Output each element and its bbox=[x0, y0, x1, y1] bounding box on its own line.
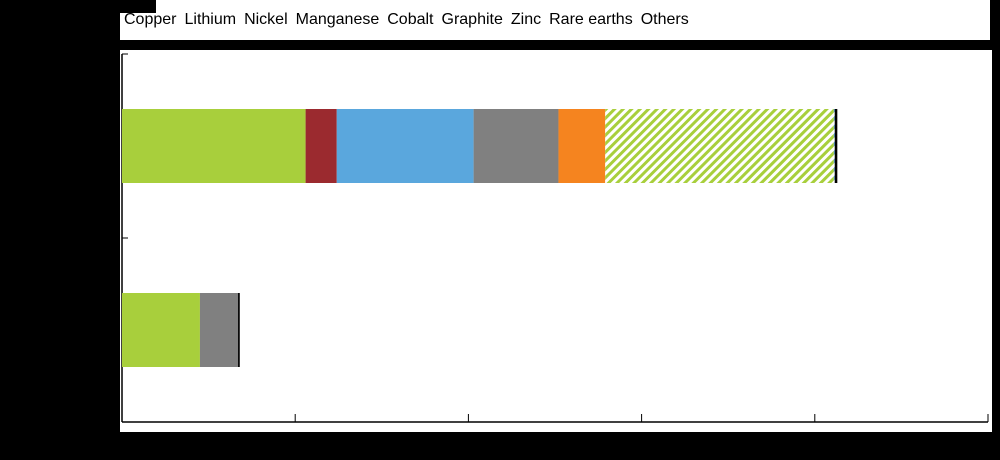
legend-label: Nickel bbox=[244, 11, 288, 28]
bar-segment-copper bbox=[122, 293, 200, 367]
bar-segment-cobalt bbox=[558, 109, 606, 183]
legend-item: Zinc bbox=[120, 0, 542, 29]
plot-area bbox=[120, 50, 992, 432]
legend-label: Zinc bbox=[510, 11, 542, 28]
legend-label: Others bbox=[640, 11, 689, 28]
legend-swatch bbox=[120, 0, 156, 13]
legend-item: Graphite bbox=[120, 0, 503, 29]
legend-label: Rare earths bbox=[549, 11, 633, 28]
bar-segment-nickel bbox=[336, 109, 474, 183]
bar-segment-others bbox=[238, 293, 240, 367]
bar-segment-manganese bbox=[473, 109, 559, 183]
legend-item: Others bbox=[120, 0, 689, 29]
legend-item: Lithium bbox=[120, 0, 237, 29]
legend-label: Manganese bbox=[295, 11, 380, 28]
legend-label: Cobalt bbox=[387, 11, 434, 28]
bar-segment-rare-earths bbox=[833, 109, 835, 183]
bar-segment-graphite bbox=[605, 109, 834, 183]
legend-label: Graphite bbox=[441, 11, 503, 28]
legend-item: Copper bbox=[120, 0, 177, 29]
legend: Copper Lithium Nickel Manganese Cobalt Graphi… bbox=[120, 0, 990, 40]
stacked-bar-chart bbox=[121, 53, 989, 423]
bars bbox=[122, 109, 838, 367]
bar-segment-others bbox=[834, 109, 838, 183]
legend-item: Manganese bbox=[120, 0, 380, 29]
legend-item: Rare earths bbox=[120, 0, 633, 29]
legend-label: Lithium bbox=[184, 11, 237, 28]
legend-item: Nickel bbox=[120, 0, 288, 29]
legend-label: Copper bbox=[124, 11, 177, 28]
bar-segment-copper bbox=[122, 109, 306, 183]
legend-item: Cobalt bbox=[120, 0, 434, 29]
bar-segment-manganese bbox=[199, 293, 239, 367]
bar-segment-lithium bbox=[305, 109, 337, 183]
